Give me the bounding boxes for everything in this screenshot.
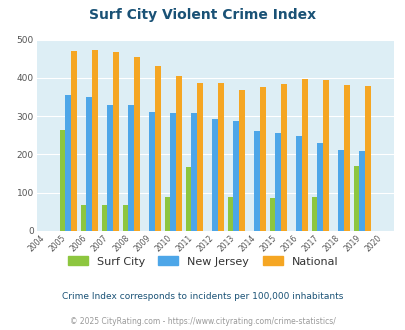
Bar	[60, 130, 65, 231]
Bar	[280, 84, 286, 231]
Bar	[364, 86, 370, 231]
Bar	[113, 52, 118, 231]
Legend: Surf City, New Jersey, National: Surf City, New Jersey, National	[68, 256, 337, 267]
Bar	[301, 79, 307, 231]
Bar	[343, 85, 349, 231]
Bar	[275, 133, 280, 231]
Bar	[358, 151, 364, 231]
Bar	[149, 112, 155, 231]
Bar	[296, 136, 301, 231]
Bar	[322, 80, 328, 231]
Bar	[101, 205, 107, 231]
Bar	[175, 76, 181, 231]
Bar	[353, 166, 358, 231]
Bar	[128, 105, 134, 231]
Bar	[269, 198, 275, 231]
Bar	[170, 113, 175, 231]
Bar	[217, 83, 223, 231]
Bar	[71, 51, 77, 231]
Bar	[311, 197, 317, 231]
Bar	[239, 90, 244, 231]
Bar	[191, 113, 196, 231]
Bar	[338, 150, 343, 231]
Bar	[164, 197, 170, 231]
Bar	[260, 87, 265, 231]
Bar	[196, 83, 202, 231]
Text: © 2025 CityRating.com - https://www.cityrating.com/crime-statistics/: © 2025 CityRating.com - https://www.city…	[70, 317, 335, 326]
Bar	[227, 197, 233, 231]
Bar	[122, 205, 128, 231]
Text: Crime Index corresponds to incidents per 100,000 inhabitants: Crime Index corresponds to incidents per…	[62, 292, 343, 301]
Bar	[317, 143, 322, 231]
Bar	[80, 205, 86, 231]
Bar	[254, 131, 260, 231]
Bar	[185, 167, 191, 231]
Bar	[212, 119, 217, 231]
Bar	[86, 97, 92, 231]
Bar	[155, 66, 160, 231]
Bar	[65, 95, 71, 231]
Bar	[92, 50, 97, 231]
Text: Surf City Violent Crime Index: Surf City Violent Crime Index	[89, 8, 316, 22]
Bar	[107, 106, 113, 231]
Bar	[134, 57, 139, 231]
Bar	[233, 121, 239, 231]
